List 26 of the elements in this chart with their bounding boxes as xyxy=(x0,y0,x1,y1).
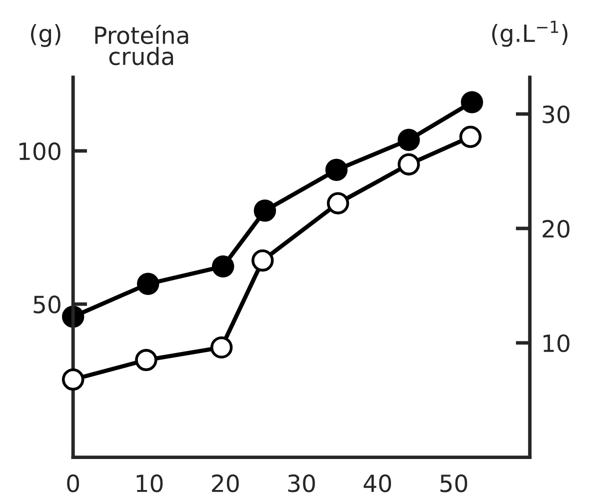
x-tick-label: 10 xyxy=(136,474,163,492)
y2-axis-title: (g.L$^{−1}$) xyxy=(492,20,568,47)
point xyxy=(459,126,482,148)
x-tick-label: 50 xyxy=(440,474,468,492)
point xyxy=(135,348,158,372)
x-tick-label: 30 xyxy=(288,474,315,492)
point xyxy=(254,200,276,222)
point xyxy=(136,272,160,296)
y2-tick-label: 20 xyxy=(542,220,570,238)
point xyxy=(460,91,484,114)
chart-title: Proteína cruda xyxy=(95,24,188,66)
point xyxy=(252,249,274,272)
y-axis-title: (g) xyxy=(30,24,60,47)
point xyxy=(62,368,84,391)
point xyxy=(398,153,420,176)
x-tick-label: 0 xyxy=(67,474,80,492)
point xyxy=(325,158,348,182)
point xyxy=(326,192,350,214)
y-tick-label: 100 xyxy=(19,142,60,160)
x-tick-label: 20 xyxy=(212,474,239,492)
y2-tick-label: 30 xyxy=(542,105,570,124)
point xyxy=(212,255,234,278)
y2-tick-label: 10 xyxy=(544,334,570,352)
x-tick-label: 40 xyxy=(364,474,392,492)
point xyxy=(210,336,233,359)
point xyxy=(398,128,420,151)
